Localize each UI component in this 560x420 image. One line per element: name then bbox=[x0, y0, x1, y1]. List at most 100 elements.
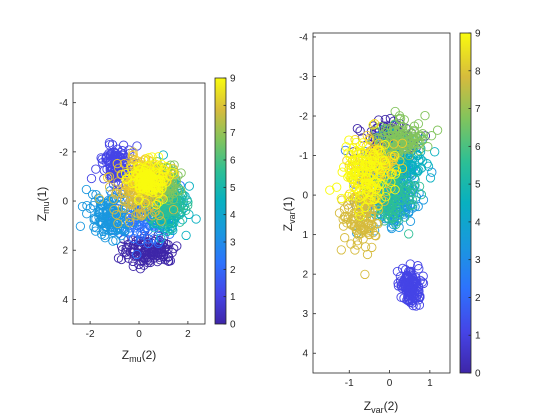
right-scatter-plot: -1 0 1 -4 -3 -2 -1 0 1 2 3 4 Zvar(2) Zvar(1) 0 1 2 3 4 5… bbox=[281, 29, 481, 416]
scatter-point bbox=[177, 215, 188, 225]
scatter-point bbox=[393, 278, 403, 288]
scatter-point bbox=[143, 238, 153, 249]
scatter-point bbox=[350, 245, 360, 255]
scatter-point bbox=[169, 169, 180, 179]
scatter-point bbox=[104, 171, 115, 182]
scatter-point bbox=[343, 191, 353, 202]
scatter-point bbox=[147, 152, 157, 162]
scatter-point bbox=[352, 240, 362, 250]
scatter-point bbox=[381, 192, 391, 202]
scatter-point bbox=[362, 178, 372, 189]
scatter-point bbox=[140, 181, 150, 191]
scatter-point bbox=[360, 269, 370, 280]
scatter-point bbox=[137, 210, 147, 220]
scatter-point bbox=[161, 239, 171, 249]
scatter-point bbox=[384, 155, 394, 166]
scatter-point bbox=[158, 194, 168, 204]
scatter-point bbox=[109, 147, 119, 157]
scatter-point bbox=[359, 225, 369, 236]
scatter-point bbox=[362, 249, 373, 260]
scatter-point bbox=[374, 180, 384, 191]
y-tick-label: -2 bbox=[299, 112, 308, 123]
scatter-point bbox=[101, 157, 111, 167]
scatter-point bbox=[368, 120, 378, 130]
scatter-point bbox=[163, 252, 173, 262]
scatter-point bbox=[133, 208, 144, 219]
scatter-point bbox=[416, 189, 427, 200]
scatter-point bbox=[397, 129, 408, 139]
scatter-point bbox=[409, 278, 420, 289]
left-scatter-points bbox=[75, 138, 201, 274]
scatter-point bbox=[132, 249, 142, 260]
scatter-point bbox=[390, 106, 400, 117]
colorbar-tick-label: 8 bbox=[230, 101, 236, 112]
scatter-point bbox=[102, 198, 112, 209]
scatter-point bbox=[389, 180, 399, 190]
y-tick-label: -4 bbox=[299, 32, 308, 43]
scatter-point bbox=[422, 159, 432, 169]
scatter-point bbox=[121, 247, 131, 257]
scatter-point bbox=[338, 214, 348, 224]
scatter-point bbox=[143, 257, 153, 268]
scatter-point bbox=[427, 167, 437, 177]
scatter-point bbox=[103, 172, 113, 183]
scatter-point bbox=[136, 228, 146, 238]
scatter-point bbox=[151, 200, 162, 210]
scatter-point bbox=[113, 218, 123, 229]
scatter-point bbox=[154, 252, 164, 262]
scatter-point bbox=[139, 225, 149, 235]
scatter-point bbox=[129, 244, 139, 254]
scatter-point bbox=[137, 230, 147, 240]
scatter-point bbox=[395, 276, 406, 286]
scatter-point bbox=[164, 171, 175, 181]
scatter-point bbox=[404, 229, 414, 239]
colorbar-tick-label: 3 bbox=[230, 238, 236, 249]
left-colorbar bbox=[214, 77, 227, 325]
scatter-point bbox=[135, 249, 145, 260]
scatter-point bbox=[389, 194, 400, 205]
scatter-point bbox=[404, 295, 414, 305]
scatter-point bbox=[396, 122, 407, 132]
scatter-point bbox=[340, 233, 350, 243]
scatter-point bbox=[158, 164, 169, 175]
scatter-point bbox=[425, 173, 436, 183]
scatter-point bbox=[168, 167, 178, 178]
scatter-point bbox=[104, 182, 115, 192]
scatter-point bbox=[423, 142, 433, 152]
scatter-point bbox=[128, 150, 138, 160]
scatter-point bbox=[403, 277, 414, 287]
scatter-point bbox=[400, 168, 410, 179]
scatter-point bbox=[133, 162, 144, 172]
scatter-point bbox=[371, 231, 381, 241]
scatter-point bbox=[336, 245, 346, 255]
scatter-point bbox=[354, 161, 365, 171]
scatter-point bbox=[97, 218, 107, 228]
scatter-point bbox=[413, 119, 424, 129]
scatter-point bbox=[114, 163, 124, 173]
scatter-point bbox=[103, 200, 114, 210]
scatter-point bbox=[111, 235, 121, 246]
scatter-point bbox=[105, 186, 115, 196]
colorbar-tick-label: 8 bbox=[475, 66, 481, 77]
scatter-point bbox=[410, 175, 420, 185]
colorbar-tick-label: 7 bbox=[475, 104, 481, 115]
right-x-axis-label: Zvar(2) bbox=[364, 399, 399, 415]
scatter-point bbox=[361, 174, 371, 185]
scatter-point bbox=[152, 256, 163, 267]
scatter-point bbox=[375, 178, 385, 188]
scatter-point bbox=[367, 242, 377, 253]
scatter-point bbox=[405, 216, 416, 226]
y-tick-label: 4 bbox=[302, 349, 308, 360]
scatter-point bbox=[390, 169, 401, 179]
scatter-point bbox=[86, 173, 97, 184]
scatter-point bbox=[100, 233, 110, 243]
scatter-point bbox=[420, 110, 430, 121]
scatter-point bbox=[413, 150, 423, 160]
y-tick-label: 2 bbox=[302, 270, 308, 281]
scatter-point bbox=[372, 161, 382, 171]
scatter-point bbox=[97, 157, 108, 168]
scatter-point bbox=[343, 212, 353, 223]
scatter-point bbox=[154, 210, 164, 221]
scatter-point bbox=[376, 172, 386, 182]
right-colorbar bbox=[459, 32, 472, 374]
